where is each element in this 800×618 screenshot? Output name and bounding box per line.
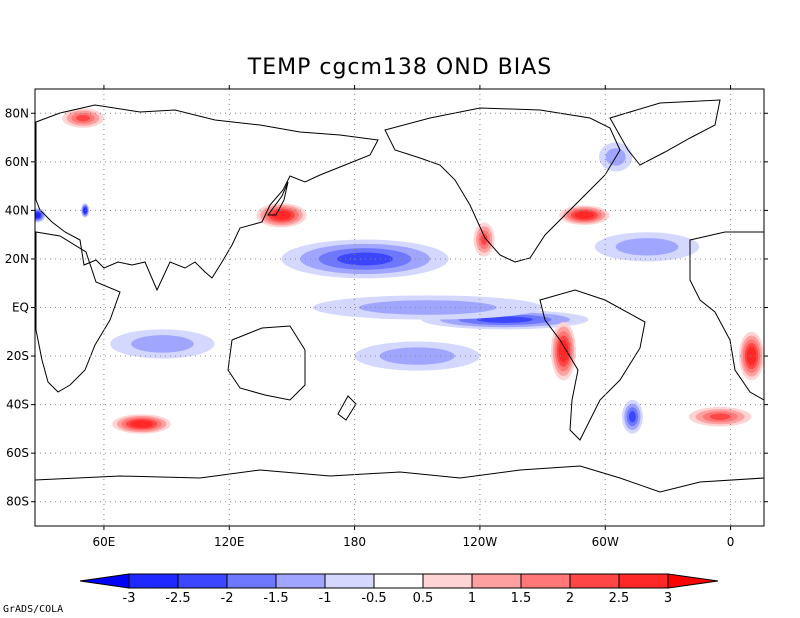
lat-tick-label: 60N: [5, 155, 29, 169]
field-contour: [709, 413, 731, 420]
colorbar-under-triangle: [79, 573, 130, 589]
colorbar-label: -2: [221, 591, 234, 606]
coastline-north-america: [384, 107, 621, 263]
colorbar-label: -1.5: [263, 591, 288, 606]
lat-tick-label: 20S: [6, 349, 29, 363]
coastline-japan: [267, 181, 289, 216]
field-contour: [748, 350, 755, 362]
field-kuroshio-warm: [256, 203, 307, 228]
field-contour: [628, 411, 636, 423]
lat-tick-label: 80S: [6, 495, 29, 509]
lat-tick-label: 20N: [5, 252, 29, 266]
colorbar-swatch: [618, 573, 669, 589]
coastline-new-zealand: [337, 395, 357, 421]
field-north-atlantic-subtropical-cold: [594, 232, 700, 262]
colorbar-swatch: [373, 573, 424, 589]
field-central-pacific-cold-band: [312, 295, 543, 320]
coastline-africa: [35, 231, 764, 401]
chart-title: TEMP cgcm138 OND BIAS: [247, 55, 553, 80]
field-indian-ocean-cold: [110, 329, 215, 359]
field-contour: [379, 347, 455, 365]
lon-tick-label: 60E: [93, 535, 116, 549]
field-contour: [131, 335, 194, 353]
coastline-eurasia: [35, 104, 379, 292]
colorbar-label: 2.5: [609, 591, 630, 606]
colorbar-swatch: [422, 573, 473, 589]
colorbar-label: -2.5: [165, 591, 190, 606]
colorbar-swatch: [275, 573, 326, 589]
colorbar-swatch: [471, 573, 522, 589]
colorbar-swatch: [226, 573, 277, 589]
lon-tick-label: 120W: [463, 535, 498, 549]
lon-tick-label: 180: [343, 535, 366, 549]
colorbar-swatch: [569, 573, 620, 589]
field-south-atlantic-warm: [688, 407, 752, 427]
field-california-coast-warm: [473, 222, 495, 257]
field-contour: [76, 114, 91, 122]
field-peru-coast-warm: [550, 322, 577, 381]
lon-tick-label: 60W: [592, 535, 619, 549]
credit-label: GrADS/COLA: [3, 604, 64, 615]
field-contour: [477, 316, 533, 323]
colorbar-label: 1: [468, 591, 476, 606]
colorbar-label: -0.5: [361, 591, 386, 606]
axis-ticks: 80N 60N 40N 20N EQ 20S 40S 60S 80S 60E 120E 180 120W…: [5, 85, 768, 549]
field-contour: [358, 300, 497, 315]
field-contour: [578, 213, 591, 218]
field-benguela-warm: [738, 331, 764, 381]
field-barents-warm: [62, 108, 104, 128]
colorbar-over-triangle: [667, 573, 719, 589]
lat-tick-label: 80N: [5, 106, 29, 120]
field-mediterranean-cold: [35, 207, 46, 223]
field-gulf-stream-warm: [559, 205, 610, 225]
colorbar-swatch: [324, 573, 375, 589]
colorbar-label: 1.5: [511, 591, 532, 606]
field-contour: [275, 212, 288, 219]
coastline-south-america: [539, 289, 646, 441]
colorbar-swatch: [128, 573, 179, 589]
field-contour: [134, 421, 149, 427]
colorbar-label: 2: [566, 591, 574, 606]
coastline-australia: [227, 325, 306, 401]
colorbar-label: 3: [664, 591, 672, 606]
field-contour: [615, 238, 679, 256]
lat-tick-label: 60S: [6, 446, 29, 460]
colorbar-label: -3: [123, 591, 136, 606]
colorbar-swatch: [520, 573, 571, 589]
field-south-pacific-cold: [354, 341, 480, 371]
field-contour: [480, 233, 488, 246]
colorbar-swatch: [177, 573, 228, 589]
colorbar: -3 -2.5 -2 -1.5 -1 -0.5 0.5 1 1.5 2 2.5 3: [79, 573, 719, 606]
field-south-indian-warm: [112, 414, 171, 434]
lon-tick-label: 0: [727, 535, 735, 549]
lat-tick-label: EQ: [12, 301, 29, 315]
field-contour: [35, 213, 40, 217]
coastline-greenland: [609, 99, 721, 166]
lat-tick-label: 40S: [6, 398, 29, 412]
colorbar-label: -1: [319, 591, 332, 606]
coastlines: [35, 99, 764, 493]
colorbar-label: 0.5: [413, 591, 434, 606]
bias-field: [35, 108, 764, 434]
lon-tick-label: 120E: [214, 535, 245, 549]
lat-tick-label: 40N: [5, 203, 29, 217]
field-patagonia-shelf-cold: [621, 399, 643, 434]
coastline-antarctica: [35, 465, 764, 493]
